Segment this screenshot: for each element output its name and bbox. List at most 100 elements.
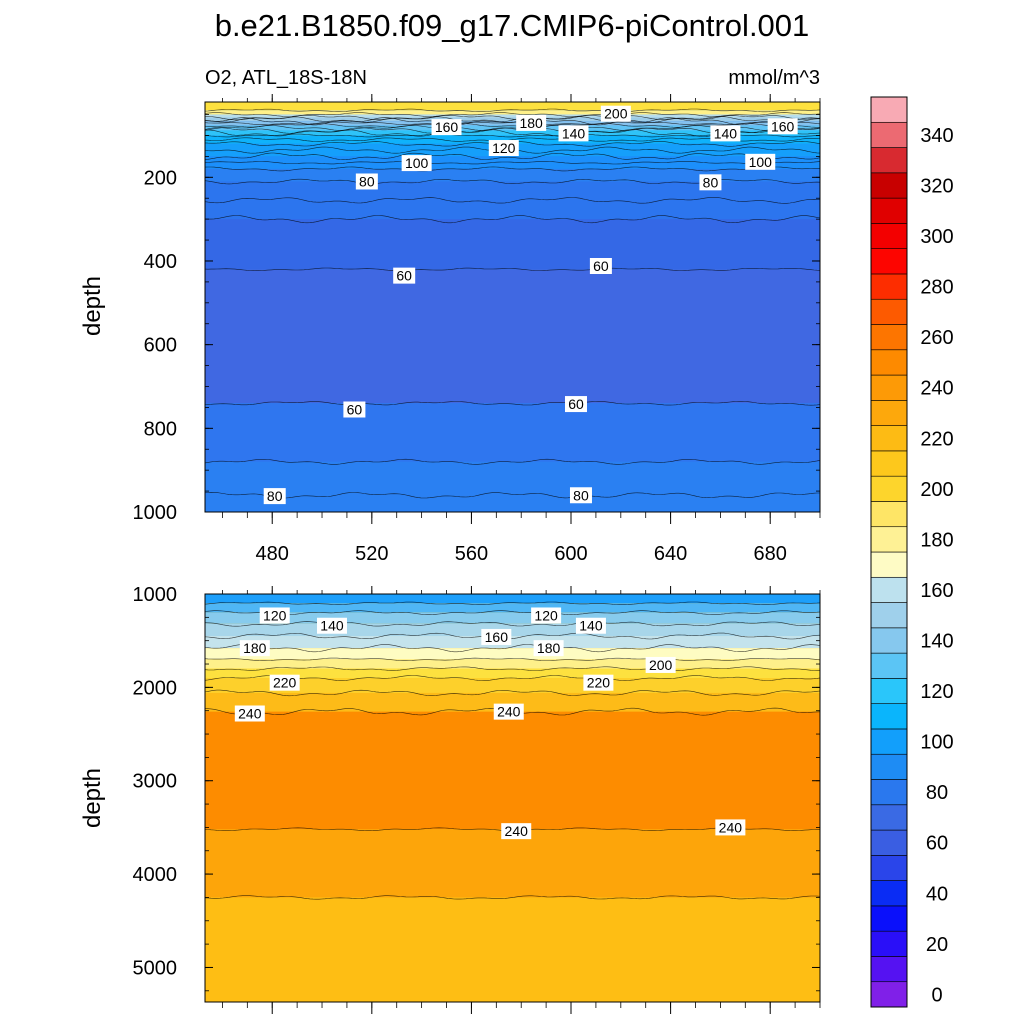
- contour-label-text: 120: [263, 607, 287, 623]
- x-tick-label: 520: [355, 543, 388, 565]
- contour-label-text: 80: [267, 488, 283, 504]
- contour-label-text: 140: [579, 618, 603, 634]
- contour-label-box: [393, 267, 416, 284]
- contour-label-text: 180: [243, 640, 267, 656]
- colorbar-segment: [870, 400, 908, 426]
- contour-value-label: 240: [501, 823, 532, 840]
- contour-value-label: 80: [699, 174, 722, 191]
- contour-band: [205, 636, 820, 649]
- contour-label-text: 120: [534, 607, 558, 623]
- colorbar-segment: [870, 526, 908, 553]
- contour-line: [205, 114, 820, 121]
- contour-value-label: 60: [589, 258, 612, 274]
- contour-line: [205, 675, 820, 681]
- colorbar-tick-label: 280: [920, 277, 953, 299]
- colorbar-tick-label: 100: [920, 732, 953, 754]
- units-label: mmol/m^3: [728, 67, 820, 89]
- contour-label-box: [343, 401, 366, 418]
- colorbar-segment: [870, 753, 908, 780]
- contour-band: [205, 692, 820, 712]
- contour-value-label: 180: [239, 640, 270, 657]
- contour-label-box: [234, 705, 265, 722]
- y-tick-label: 200: [144, 167, 177, 189]
- colorbar-tick-label: 180: [920, 529, 953, 551]
- colorbar-segment: [870, 374, 908, 401]
- contour-label-box: [516, 114, 547, 131]
- contour-label-box: [589, 258, 612, 274]
- contour-line: [205, 601, 820, 606]
- contour-label-box: [259, 607, 290, 624]
- colorbar-segment: [870, 147, 908, 174]
- contour-band: [205, 130, 820, 136]
- colorbar-tick-label: 40: [926, 883, 948, 905]
- colorbar-segment: [870, 197, 908, 224]
- contour-label-text: 100: [405, 155, 429, 171]
- contour-label-box: [531, 607, 562, 624]
- colorbar-tick-label: 200: [920, 479, 953, 501]
- colorbar-segment: [870, 501, 908, 528]
- contour-label-box: [699, 174, 722, 191]
- colorbar-segment: [870, 829, 908, 856]
- contour-label-text: 60: [593, 258, 609, 274]
- contour-band: [205, 121, 820, 126]
- contour-line: [205, 152, 820, 161]
- contour-line: [205, 689, 820, 697]
- contour-band: [205, 678, 820, 693]
- colorbar-tick-label: 340: [920, 125, 953, 147]
- contour-value-label: 160: [481, 628, 512, 645]
- contour-line: [205, 267, 820, 272]
- contour-label-box: [767, 118, 798, 135]
- contour-label-box: [263, 488, 286, 505]
- colorbar-segment: [870, 121, 908, 148]
- contour-label-box: [533, 640, 564, 657]
- contour-band: [205, 114, 820, 118]
- x-tick-label: 480: [256, 543, 289, 565]
- colorbar-tick-label: 160: [920, 580, 953, 602]
- contour-line: [205, 116, 820, 123]
- contour-label-box: [481, 628, 512, 645]
- variable-region-label: O2, ATL_18S-18N: [205, 67, 367, 89]
- contour-band: [205, 829, 820, 898]
- contour-band: [205, 603, 820, 613]
- contour-value-label: 80: [263, 488, 286, 505]
- contour-line: [205, 215, 820, 224]
- contour-value-label: 120: [488, 140, 519, 157]
- contour-band: [205, 181, 820, 220]
- contour-value-label: 240: [493, 703, 524, 720]
- colorbar-segment: [870, 956, 908, 983]
- contour-band: [205, 711, 820, 830]
- contour-value-label: 100: [745, 153, 776, 170]
- contour-value-label: 220: [583, 674, 614, 691]
- contour-label-text: 140: [320, 618, 344, 634]
- plot-area: 120 120 140 140 160 180 180 200 220 220 240 240 240 2…: [205, 594, 820, 1002]
- colorbar-segment: [870, 298, 908, 325]
- colorbar-segment: [870, 905, 908, 932]
- colorbar-segment: [870, 96, 908, 123]
- contour-value-label: 120: [259, 607, 290, 624]
- contour-band: [205, 659, 820, 669]
- colorbar-tick-label: 120: [920, 681, 953, 703]
- colorbar-segment: [870, 450, 908, 477]
- contour-band: [205, 219, 820, 270]
- contour-value-label: 140: [316, 617, 347, 634]
- contour-label-text: 160: [485, 629, 509, 645]
- contour-label-text: 140: [562, 125, 586, 141]
- colorbar-tick-label: 220: [920, 428, 953, 450]
- contour-label-text: 200: [604, 106, 628, 122]
- upper-y-axis-label: depth: [79, 276, 106, 336]
- contour-line: [205, 491, 820, 499]
- contour-line: [205, 621, 820, 627]
- colorbar-tick-label: 140: [920, 630, 953, 652]
- x-tick-label: 560: [455, 543, 488, 565]
- colorbar-frame: [870, 96, 908, 1008]
- contour-label-box: [710, 125, 741, 142]
- contour-label-box: [401, 155, 432, 172]
- contour-value-label: 80: [569, 487, 592, 504]
- colorbar-tick-label: 80: [926, 782, 948, 804]
- contour-value-label: 80: [355, 173, 378, 190]
- lower-y-axis-label: depth: [79, 768, 106, 828]
- colorbar-segment: [870, 652, 908, 679]
- contour-band: [205, 668, 820, 679]
- colorbar-segment: [870, 930, 908, 957]
